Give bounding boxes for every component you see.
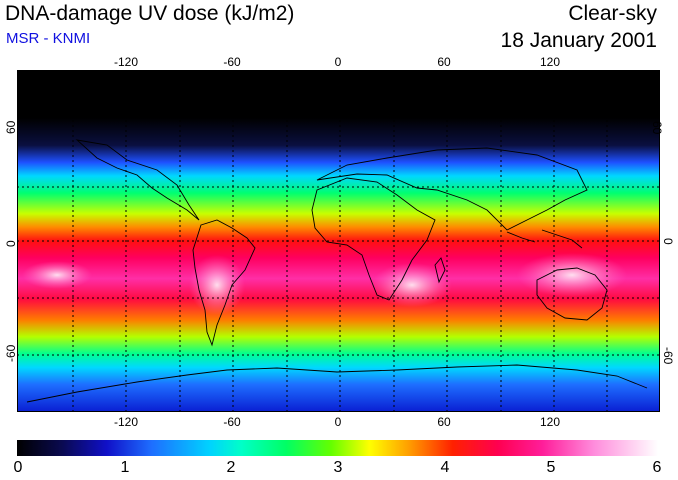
map-frame (17, 70, 660, 412)
lat-label-left: -60 (4, 344, 18, 362)
uv-dose-map (17, 70, 660, 412)
colorbar-tick-label: 3 (333, 459, 343, 476)
colorbar-tick-label: 0 (13, 459, 23, 476)
madagascar-coast (434, 257, 446, 284)
eurasia-coast (316, 147, 588, 231)
south-america-coast (192, 219, 256, 347)
lon-label-bottom: -120 (113, 415, 139, 429)
coastlines (26, 139, 648, 403)
lon-label-top: 60 (437, 55, 451, 69)
map-title: DNA-damage UV dose (kJ/m2) (5, 2, 295, 25)
lat-label-right: -60 (661, 347, 675, 365)
high-dose-region (517, 253, 627, 297)
lon-label-top: 0 (334, 55, 342, 69)
north-america-coast (75, 139, 200, 221)
new-guinea-coast (541, 229, 583, 249)
lon-label-top: -60 (223, 55, 241, 69)
colorbar-tick-label: 6 (652, 459, 662, 476)
indonesia-coast (506, 231, 536, 243)
lon-label-bottom: 60 (437, 415, 451, 429)
colorbar-tick-label: 4 (440, 459, 450, 476)
colorbar-tick-label: 2 (226, 459, 236, 476)
lon-label-top: -120 (113, 55, 139, 69)
australia-coast (536, 267, 608, 321)
lat-label-left: 60 (4, 120, 18, 134)
graticule (17, 70, 660, 412)
colorbar-tick-label: 1 (120, 459, 130, 476)
lon-label-bottom: 0 (334, 415, 342, 429)
high-dose-region (189, 255, 245, 315)
high-dose-region (22, 261, 92, 289)
lon-label-bottom: -60 (223, 415, 241, 429)
colorbar-tick-label: 5 (546, 459, 556, 476)
color-scale-bar (17, 440, 658, 456)
lat-label-left: 0 (4, 240, 18, 247)
source-label: MSR - KNMI (6, 30, 91, 47)
africa-coast (311, 177, 436, 301)
date-label: 18 January 2001 (500, 29, 657, 52)
sky-condition-label: Clear-sky (568, 2, 657, 25)
lat-label-right: 0 (661, 238, 675, 245)
antarctica-coast (26, 364, 648, 403)
lat-label-right: 60 (650, 121, 664, 135)
lon-label-bottom: 120 (539, 415, 561, 429)
lon-label-top: 120 (539, 55, 561, 69)
